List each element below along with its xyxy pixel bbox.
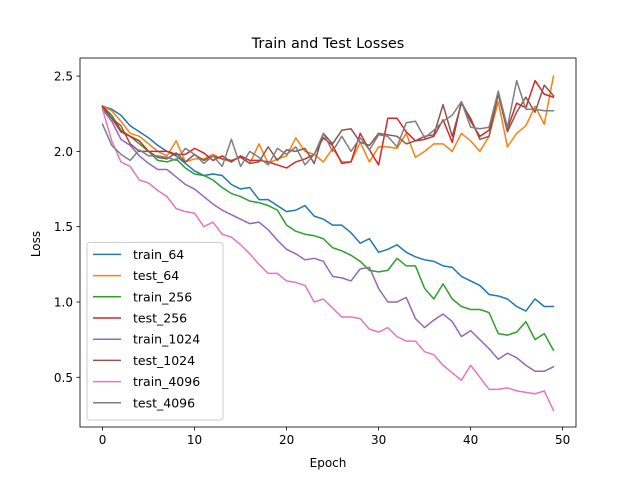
series-line-test-1024: [101, 84, 555, 165]
legend-label-train-64: train_64: [133, 247, 184, 262]
y-axis-label: Loss: [29, 231, 43, 257]
legend-label-train-256: train_256: [133, 289, 192, 304]
x-tick-label: 40: [463, 433, 478, 447]
y-tick-label: 1.0: [54, 295, 73, 309]
series-line-test-4096: [101, 79, 555, 168]
legend-label-test-1024: test_1024: [133, 353, 195, 368]
legend-label-test-256: test_256: [133, 311, 187, 326]
legend-label-train-1024: train_1024: [133, 332, 200, 347]
x-tick-label: 10: [187, 433, 202, 447]
x-tick-label: 0: [99, 433, 107, 447]
y-tick-label: 0.5: [54, 371, 73, 385]
series-line-train-256: [101, 105, 555, 352]
legend: train_64 test_64 train_256 test_256 train_10…: [86, 241, 224, 421]
series-line-test-64: [101, 75, 555, 165]
legend-label-test-64: test_64: [133, 268, 179, 283]
x-tick-label: 30: [371, 433, 386, 447]
y-tick-label: 2.5: [54, 70, 73, 84]
series-line-train-1024: [101, 108, 555, 373]
plot-area: [101, 75, 555, 412]
series-line-train-4096: [101, 108, 555, 412]
axes: 0 10 20 30 40 50 0.5 1.0 1.5 2.0 2.5: [54, 57, 577, 447]
legend-label-train-4096: train_4096: [133, 374, 200, 389]
x-axis-label: Epoch: [310, 456, 347, 470]
legend-box: [86, 241, 224, 421]
x-tick-label: 20: [279, 433, 294, 447]
y-tick-label: 2.0: [54, 145, 73, 159]
chart-title: Train and Test Losses: [251, 36, 405, 52]
x-tick-label: 50: [555, 433, 570, 447]
y-tick-label: 1.5: [54, 220, 73, 234]
axes-frame: [79, 57, 577, 428]
series-line-train-64: [101, 105, 555, 312]
legend-label-test-4096: test_4096: [133, 395, 195, 410]
